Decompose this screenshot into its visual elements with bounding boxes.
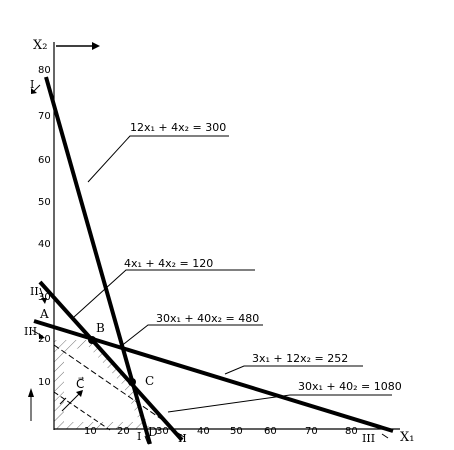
x-tick-40: 40 [197, 426, 210, 437]
point-A-label: A [39, 307, 49, 321]
x-axis-arrow-indicator-head [28, 388, 34, 397]
point-B-label: B [96, 321, 105, 335]
equation-objective-1: 30x₁ + 40x₂ = 480 [156, 312, 259, 325]
x-tick-10: 10 [84, 426, 97, 437]
line-II-label-bottom: II [178, 432, 187, 445]
line-III-label-left: III [24, 325, 37, 338]
y-tick-30: 30 [38, 292, 51, 303]
gradient-vector-head [76, 390, 83, 397]
x-tick-80: 80 [345, 426, 358, 437]
y-tick-40: 40 [38, 239, 51, 250]
y-tick-50: 50 [38, 197, 51, 208]
point-C-marker [128, 378, 136, 386]
point-C-label: C [145, 374, 154, 388]
point-D-label: D [148, 425, 158, 439]
y-tick-60: 60 [38, 155, 51, 166]
equation-objective-2: 30x₁ + 40₂ = 1080 [298, 380, 402, 393]
constraint-line-II [38, 280, 184, 442]
line-I-label-bottom: I [137, 430, 141, 443]
x-tick-30: 30 [156, 426, 169, 437]
x-tick-60: 60 [264, 426, 277, 437]
y-axis-arrow-head [92, 42, 100, 50]
feasible-region [54, 340, 150, 429]
line-I-label-top: I [30, 78, 34, 91]
leader-lines [73, 135, 392, 413]
line-III-label-bottom: III [362, 432, 375, 445]
objective-line-1 [53, 391, 111, 431]
y-tick-10: 10 [38, 377, 51, 388]
equation-line-I: 12x₁ + 4x₂ = 300 [130, 121, 226, 134]
x-axis-label: X₁ [400, 430, 414, 445]
y-tick-70: 70 [38, 111, 51, 122]
equation-line-III: 3x₁ + 12x₂ = 252 [252, 352, 348, 365]
gradient-vector [61, 392, 81, 412]
objective-line-2 [53, 344, 171, 426]
gradient-vector-label: C⃗ [76, 376, 84, 391]
y-tick-20: 20 [38, 334, 51, 345]
point-B-marker [88, 336, 96, 344]
y-tick-80: 80 [38, 65, 51, 76]
line-direction-arrows [31, 84, 389, 445]
equation-line-II: 4x₁ + 4x₂ = 120 [124, 257, 213, 270]
y-axis-label: X₂ [33, 38, 47, 53]
x-tick-20: 20 [117, 426, 130, 437]
y-tick-labels: 10 20 30 40 50 60 70 80 [38, 65, 51, 388]
x-tick-labels: 10 20 30 40 50 60 70 80 [84, 426, 358, 437]
x-tick-70: 70 [305, 426, 318, 437]
line-II-label-left: II [30, 285, 39, 298]
x-tick-50: 50 [230, 426, 243, 437]
